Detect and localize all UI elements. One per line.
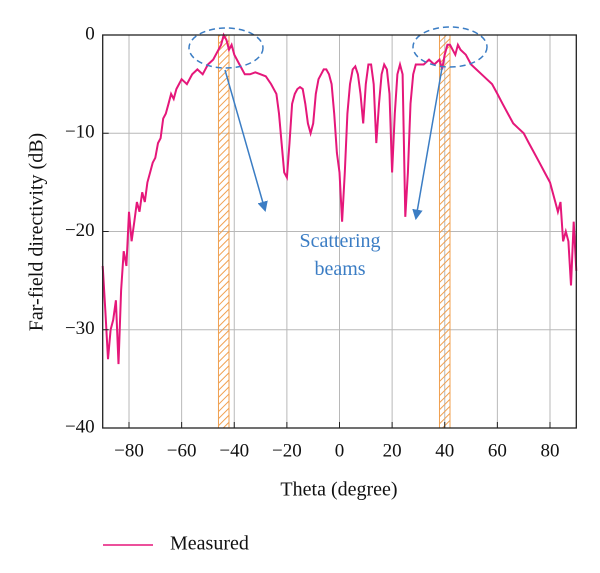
ellipse: [412, 26, 488, 68]
data-line: [101, 32, 578, 365]
x-tick-label: −40: [219, 440, 249, 461]
highlight-band: [438, 34, 451, 429]
arrow: [412, 67, 443, 221]
x-tick-label: 0: [335, 440, 345, 461]
y-tick-label: −10: [65, 122, 95, 143]
x-tick-label: 40: [435, 440, 454, 461]
y-tick-label: −30: [65, 318, 95, 339]
arrow: [224, 69, 268, 213]
x-tick-label: −60: [167, 440, 197, 461]
annotation-shapes: [188, 26, 488, 221]
x-tick-label: −20: [272, 440, 302, 461]
y-axis-title: Far-field directivity (dB): [26, 133, 48, 331]
ellipse: [188, 27, 264, 69]
x-tick-label: −80: [114, 440, 144, 461]
x-tick-label: 20: [383, 440, 402, 461]
y-tick-label: −40: [65, 416, 95, 437]
highlight-band: [217, 34, 230, 429]
legend-label: Measured: [170, 533, 249, 555]
x-tick-label: 60: [488, 440, 507, 461]
annotation: Scattering beams: [299, 230, 380, 280]
y-tick-label: −20: [65, 220, 95, 241]
x-tick-label: 80: [540, 440, 559, 461]
x-axis-title: Theta (degree): [280, 479, 397, 501]
plot: [101, 32, 578, 365]
y-tick-label: 0: [85, 23, 95, 44]
